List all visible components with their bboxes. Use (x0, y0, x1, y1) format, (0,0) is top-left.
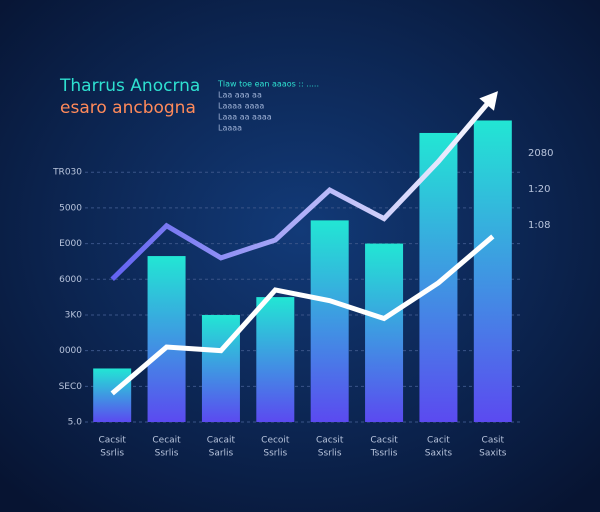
x-tick-sublabel: Tssrlis (370, 449, 398, 459)
x-tick-label: Casit (482, 436, 505, 446)
bar (201, 314, 240, 422)
bar (473, 120, 512, 423)
x-tick-sublabel: Ssrlis (100, 449, 124, 459)
y-tick-label: SEC0 (59, 382, 83, 392)
y-tick-label: TR030 (52, 168, 82, 178)
x-tick-label: Cacit (427, 436, 450, 446)
x-tick-label: Cecoit (261, 436, 290, 446)
x-tick-sublabel: Saxits (425, 449, 453, 459)
bar (419, 132, 458, 423)
bar (93, 368, 132, 422)
y-tick-label: 6000 (59, 275, 82, 285)
y-tick-label: 3K0 (65, 310, 83, 320)
line (110, 234, 495, 396)
line (110, 95, 495, 282)
chart-subtitle: esaro ancbogna (60, 98, 196, 118)
arrow-head (479, 91, 498, 111)
right-label: 1:20 (528, 184, 550, 195)
annotation: Laaaa (218, 124, 242, 133)
x-tick-sublabel: Ssrlis (155, 449, 179, 459)
x-tick-sublabel: Ssrlis (318, 449, 342, 459)
x-tick-sublabel: Saxits (479, 449, 507, 459)
x-tick-label: Cacait (207, 436, 236, 446)
x-tick-label: Cacsit (98, 436, 126, 446)
annotation: Tlaw toe ean aaaos :: ..... (217, 80, 319, 89)
annotation: Laa aaa aa (218, 91, 262, 100)
annotation: Laaa aa aaaa (218, 113, 272, 122)
bar (147, 256, 186, 422)
x-tick-label: Cacsit (316, 436, 344, 446)
chart-title: Tharrus Anocrna (59, 76, 200, 96)
y-tick-label: 0000 (59, 346, 82, 356)
bar (310, 220, 349, 422)
x-tick-sublabel: Ssrlis (263, 449, 287, 459)
x-tick-label: Cacsit (370, 436, 398, 446)
x-tick-label: Cecait (152, 436, 181, 446)
y-tick-label: 5.0 (68, 418, 83, 428)
right-label: 2080 (528, 148, 553, 159)
right-label: 1:08 (528, 220, 550, 231)
y-tick-label: E000 (59, 239, 82, 249)
x-tick-sublabel: Sarlis (209, 449, 234, 459)
annotation: Laaaa aaaa (218, 102, 264, 111)
bar (256, 297, 295, 422)
y-tick-label: 5000 (59, 203, 82, 213)
bar (365, 243, 404, 422)
